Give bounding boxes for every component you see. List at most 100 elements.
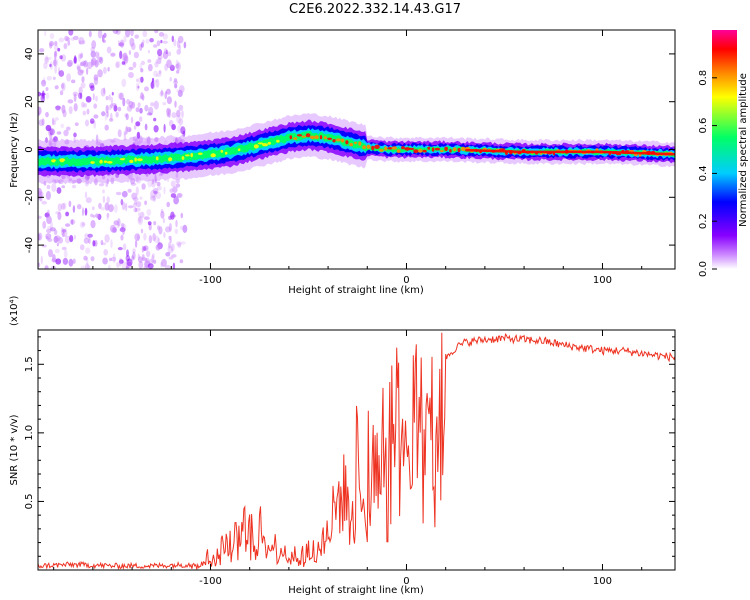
spectrogram-noise-blob: [143, 232, 147, 241]
spectrogram-noise-blob: [182, 224, 188, 233]
spectrogram-noise-blob: [102, 257, 108, 265]
spectrogram-noise-blob: [122, 97, 126, 107]
spectrogram-noise-blob: [117, 218, 121, 227]
spectrogram-noise-blob: [168, 256, 174, 260]
spectrogram-noise-blob: [106, 46, 112, 54]
spectrogram-noise-blob: [87, 233, 93, 238]
spectrogram-noise-blob: [136, 78, 139, 83]
spectrogram-noise-blob: [39, 48, 45, 53]
spectrogram-noise-blob: [49, 40, 54, 47]
spectrogram-noise-blob: [110, 239, 113, 249]
spectrogram-noise-blob: [95, 141, 102, 146]
spectrogram-peak-blob: [250, 143, 254, 148]
spectrogram-noise-blob: [71, 219, 74, 225]
spectrogram-noise-blob: [115, 191, 122, 196]
spectrogram-noise-blob: [94, 51, 99, 58]
spectrogram-noise-blob: [48, 138, 52, 148]
spectrogram-peak-blob: [404, 147, 411, 151]
spectrogram-noise-blob: [42, 220, 47, 229]
spectrogram-noise-blob: [94, 178, 98, 186]
spectrogram-noise-blob: [54, 85, 59, 90]
spectrogram-noise-blob: [126, 258, 133, 267]
spectrogram-noise-blob: [90, 256, 95, 262]
spectrogram-noise-blob: [73, 136, 76, 144]
spectrogram-noise-blob: [153, 70, 159, 77]
spectrogram-peak-blob: [285, 136, 288, 141]
spectrogram-peak-blob: [55, 160, 61, 165]
spectrogram-noise-blob: [138, 212, 141, 217]
spectrogram-noise-blob: [112, 30, 119, 34]
spectrogram-noise-blob: [178, 45, 182, 51]
spectrogram-noise-blob: [93, 114, 99, 119]
spectrogram-noise-blob: [157, 237, 160, 246]
spectrogram-noise-blob: [117, 40, 120, 47]
spectrogram-noise-blob: [106, 212, 110, 218]
spectrogram-noise-blob: [166, 96, 172, 105]
snr-series-line: [38, 332, 675, 570]
spectrogram-noise-blob: [159, 173, 162, 177]
spectrogram-noise-blob: [48, 249, 53, 258]
spectrogram-noise-blob: [172, 262, 176, 269]
spectrogram-noise-blob: [119, 92, 124, 101]
spectrogram-ridge-core: [465, 148, 675, 156]
spectrogram-noise-blob: [154, 235, 160, 244]
spectrogram-noise-blob: [162, 40, 168, 44]
spectrogram-peak-blob: [289, 135, 293, 140]
spectrogram-noise-blob: [131, 192, 138, 200]
spectrogram-noise-blob: [103, 67, 107, 74]
spectrogram-noise-blob: [170, 180, 176, 188]
spectrogram-noise-blob: [176, 241, 182, 246]
spectrogram-peak-blob: [354, 141, 357, 145]
spectrogram-noise-blob: [64, 235, 71, 244]
spectrogram-peak-blob: [77, 158, 82, 163]
spectrogram-noise-blob: [105, 105, 109, 114]
spectrogram-noise-blob: [157, 48, 163, 57]
spectrogram-noise-blob: [135, 186, 139, 196]
spectrogram-noise-blob: [106, 178, 110, 185]
spectrogram-noise-blob: [57, 211, 62, 221]
spectrogram-noise-blob: [118, 259, 124, 264]
spectrogram-noise-blob: [107, 67, 110, 72]
spectrogram-noise-blob: [96, 56, 103, 63]
spectrogram-noise-blob: [165, 49, 168, 55]
spectrogram-noise-blob: [144, 104, 149, 112]
spectrogram-noise-blob: [113, 259, 116, 263]
spectrogram-noise-blob: [152, 187, 159, 194]
spectrogram-noise-blob: [124, 113, 128, 118]
spectrogram-peak-blob: [257, 142, 264, 145]
spectrogram-noise-blob: [153, 259, 157, 264]
spectrogram-peak-blob: [99, 159, 103, 164]
spectrogram-noise-blob: [106, 196, 110, 204]
spectrogram-noise-blob: [77, 69, 84, 76]
spectrogram-noise-blob: [79, 244, 85, 251]
spectrogram-peak-blob: [297, 134, 302, 137]
spectrogram-noise-blob: [132, 248, 136, 253]
spectrogram-noise-blob: [140, 68, 144, 73]
spectrogram-peak-blob: [119, 158, 126, 161]
spectrogram-noise-blob: [155, 78, 160, 88]
spectrogram-noise-blob: [46, 215, 52, 225]
spectrogram-noise-blob: [38, 142, 41, 147]
spectrogram-noise-blob: [109, 118, 114, 122]
spectrogram-noise-blob: [53, 59, 57, 67]
spectrogram-noise-blob: [145, 136, 149, 144]
spectrogram-peak-blob: [203, 154, 207, 158]
spectrogram-peak-blob: [413, 149, 419, 154]
spectrogram-noise-blob: [92, 93, 95, 101]
spectrogram-peak-blob: [103, 160, 108, 163]
spectrogram-noise-blob: [155, 244, 161, 251]
spectrogram-noise-blob: [72, 205, 76, 213]
spectrogram-x-axis-label: Height of straight line (km): [288, 285, 424, 296]
spectrogram-noise-blob: [153, 190, 158, 195]
snr-panel: -100 0 100 0.5 1.0 1.5 Height of straight li…: [9, 295, 676, 596]
spectrogram-noise-blob: [85, 197, 92, 204]
spectrogram-noise-blob: [62, 109, 67, 118]
spectrogram-noise-blob: [154, 190, 157, 197]
spectrogram-noise-blob: [59, 90, 64, 96]
spectrogram-noise-blob: [160, 210, 165, 219]
spectrogram-noise-blob: [73, 93, 77, 102]
spectrogram-noise-blob: [39, 92, 46, 96]
spectrogram-noise-blob: [89, 118, 95, 124]
spectrogram-peak-blob: [276, 139, 280, 143]
spectrogram-noise-blob: [55, 258, 62, 265]
